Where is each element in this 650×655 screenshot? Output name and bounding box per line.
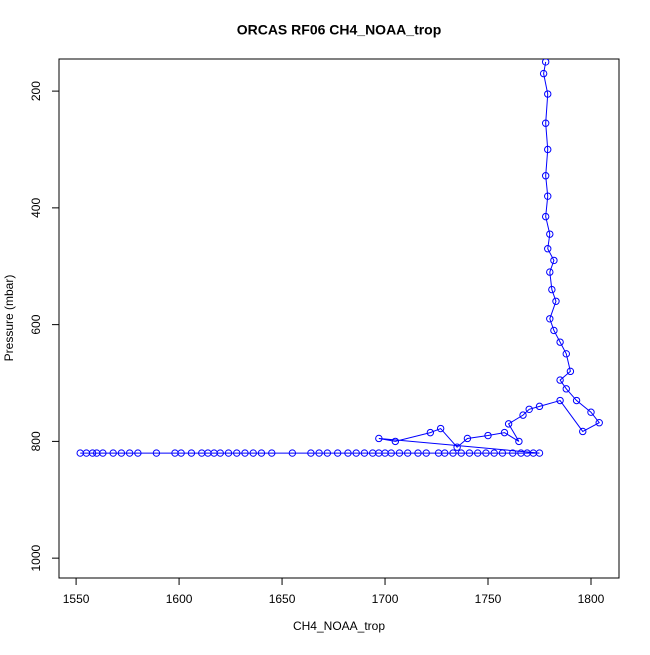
plot-frame (58, 58, 620, 579)
data-point (224, 449, 233, 457)
data-point (519, 411, 527, 419)
data-point (546, 268, 554, 276)
data-point (449, 449, 457, 457)
data-point (562, 385, 570, 393)
data-point (344, 449, 352, 457)
chart-title: ORCAS RF06 CH4_NOAA_trop (237, 22, 442, 38)
data-point (541, 172, 550, 180)
x-tick-label: 1600 (166, 592, 193, 606)
data-point (550, 326, 558, 335)
data-point (556, 396, 564, 405)
y-tick-label: 400 (29, 198, 43, 218)
data-point (474, 449, 482, 457)
data-point (257, 449, 266, 457)
data-point (482, 449, 490, 457)
x-tick-label: 1750 (475, 592, 502, 606)
data-point (484, 431, 492, 440)
data-point (125, 449, 134, 457)
data-point (515, 437, 523, 446)
data-point (548, 285, 556, 294)
data-point (249, 449, 257, 457)
x-tick-label: 1650 (269, 592, 296, 606)
data-point (288, 449, 297, 457)
data-point (441, 449, 449, 457)
data-point (544, 145, 552, 154)
data-point (134, 449, 142, 457)
data-point (241, 449, 249, 457)
x-tick-label: 1700 (372, 592, 399, 606)
data-point (187, 449, 196, 457)
y-axis-label: Pressure (mbar) (2, 275, 16, 362)
data-point (546, 230, 554, 238)
data-point (541, 119, 550, 127)
data-point (552, 297, 560, 305)
y-tick-label: 800 (29, 431, 43, 451)
data-point (539, 69, 548, 78)
data-point (566, 367, 575, 376)
data-point (465, 449, 474, 457)
data-point (395, 449, 404, 457)
data-point (463, 434, 472, 443)
data-point (387, 449, 395, 457)
data-point (360, 449, 369, 457)
data-point (109, 449, 117, 457)
data-point (233, 449, 241, 457)
data-point (562, 350, 570, 358)
data-point (422, 449, 430, 457)
data-point (572, 396, 581, 405)
data-point (268, 449, 276, 457)
data-point (352, 449, 360, 457)
y-tick-label: 200 (29, 81, 43, 101)
x-tick-label: 1550 (63, 592, 90, 606)
data-point (579, 427, 587, 436)
data-point (453, 443, 461, 451)
data-point (426, 428, 435, 437)
x-axis-label: CH4_NOAA_trop (293, 619, 385, 633)
data-point (541, 212, 550, 221)
data-point (535, 449, 544, 457)
data-point (544, 90, 552, 98)
data-point (550, 256, 558, 265)
data-point (177, 449, 185, 457)
y-tick-label: 1000 (29, 544, 43, 571)
data-point (323, 449, 332, 457)
data-point (333, 449, 342, 457)
data-point (315, 449, 323, 457)
data-point (498, 449, 507, 457)
data-point (504, 420, 513, 428)
data-point (500, 428, 509, 437)
data-point (535, 402, 544, 411)
data-point (509, 449, 517, 457)
data-point (556, 376, 564, 384)
data-point (117, 449, 126, 457)
data-point (216, 449, 224, 457)
data-point (375, 434, 383, 443)
data-point (436, 424, 445, 433)
data-point (546, 315, 554, 323)
data-point (587, 408, 595, 416)
data-point (544, 192, 552, 200)
data-point (391, 437, 400, 446)
data-point (88, 449, 97, 457)
data-point (556, 338, 564, 346)
data-point (541, 59, 550, 66)
data-point (99, 449, 107, 457)
data-point (403, 449, 412, 457)
data-point (457, 449, 465, 457)
data-point (544, 245, 552, 253)
x-tick-label: 1800 (578, 592, 605, 606)
data-point (525, 405, 533, 413)
data-point (595, 419, 603, 427)
data-point (307, 449, 315, 457)
data-point (152, 449, 161, 457)
series-line (80, 61, 600, 454)
y-tick-label: 600 (29, 314, 43, 334)
data-point (490, 449, 498, 457)
data-point (414, 449, 422, 457)
